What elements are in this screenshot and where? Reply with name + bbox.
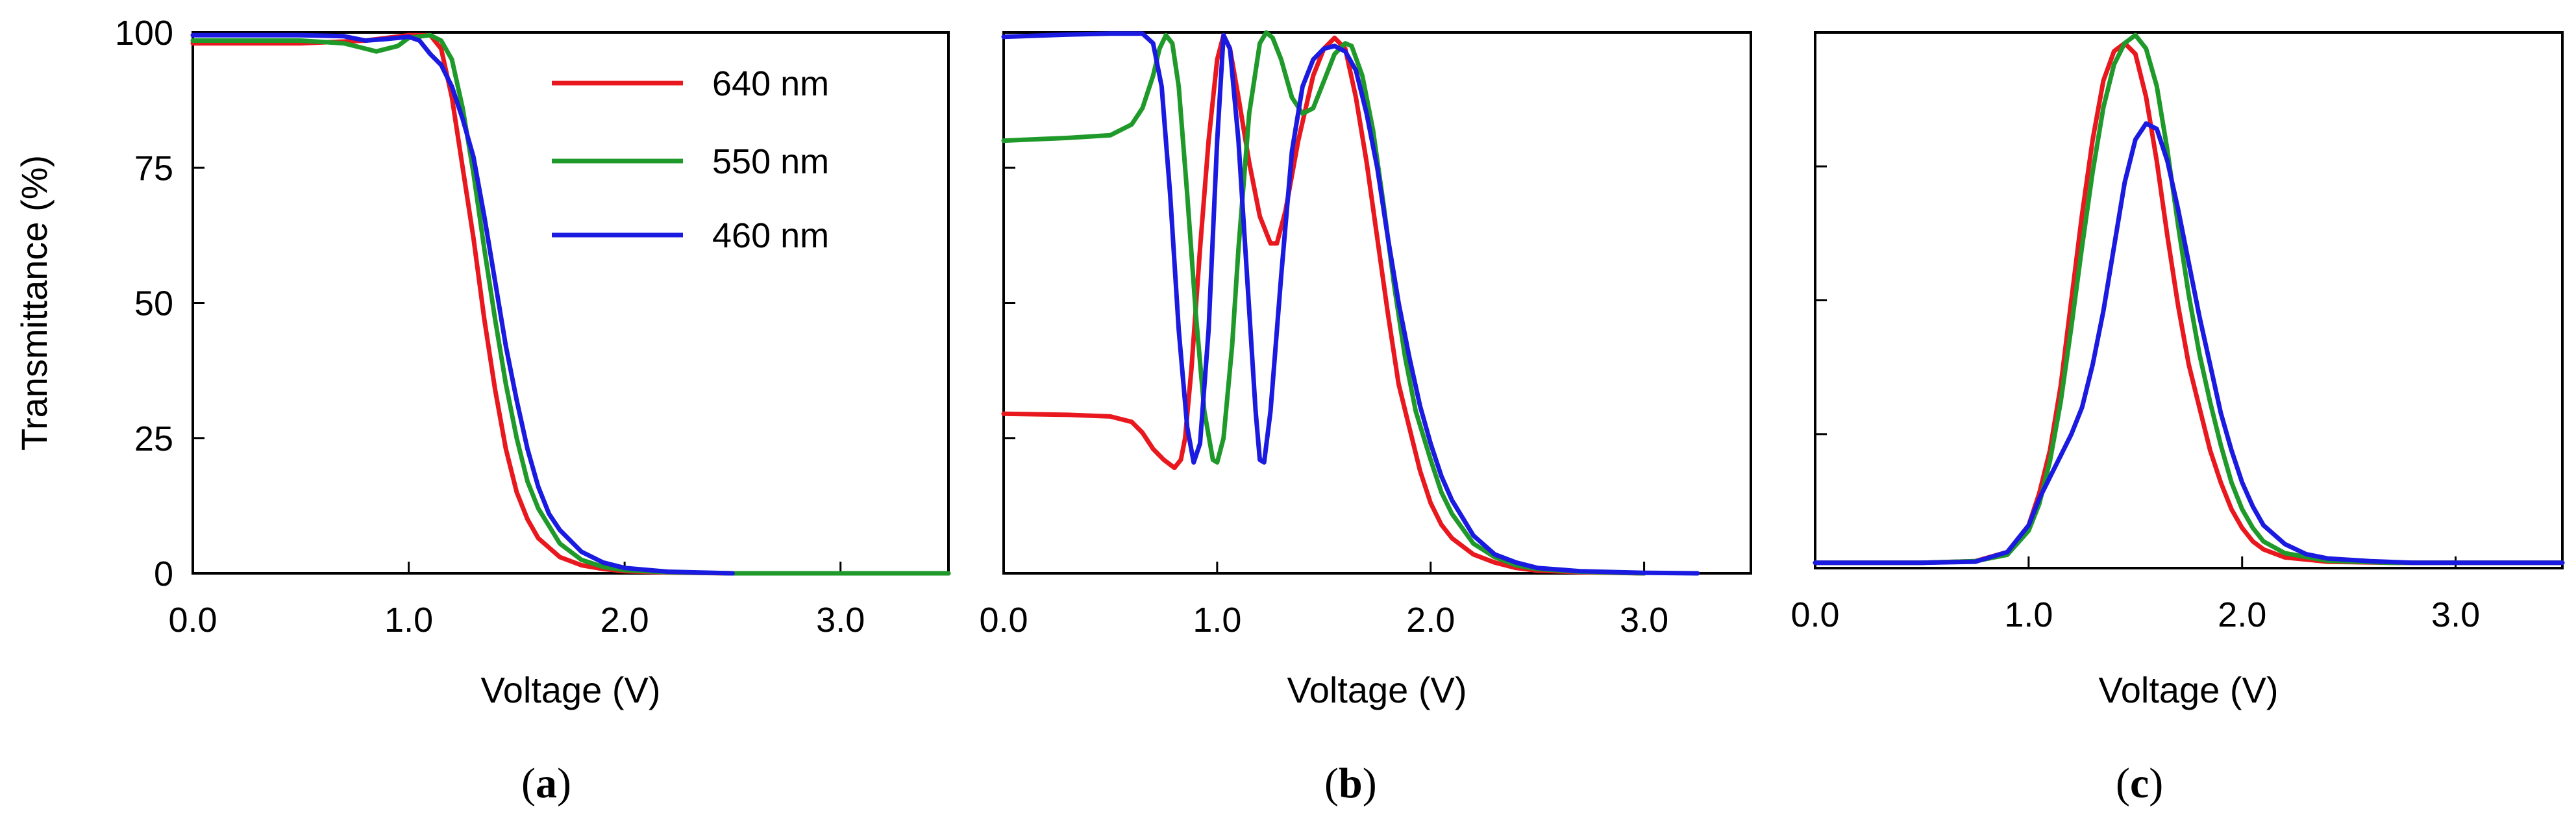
panel-label: (a)	[521, 760, 571, 807]
y-tick-label: 75	[134, 149, 173, 188]
panel-label: (b)	[1324, 760, 1377, 807]
y-tick-label: 0	[154, 554, 173, 593]
x-tick-label: 3.0	[2431, 595, 2480, 634]
x-tick-label: 2.0	[601, 601, 649, 640]
x-tick-label: 1.0	[1193, 601, 1241, 640]
x-axis-title: Voltage (V)	[480, 669, 660, 710]
series-line-640-nm	[1001, 32, 1647, 576]
x-axis-title: Voltage (V)	[1287, 669, 1467, 710]
x-tick-label: 0.0	[979, 601, 1028, 640]
chart-panel-b: 0.0 1.0 2.0 3.0 Voltage (V) (b)	[979, 30, 1752, 807]
y-tick-label: 25	[134, 419, 173, 458]
chart-panel-c: 0.0 1.0 2.0 3.0 Voltage (V) (c)	[1790, 31, 2565, 807]
panel-label: (c)	[2116, 760, 2163, 807]
series-line-460-nm	[1001, 31, 1700, 576]
x-tick-label: 1.0	[384, 601, 433, 640]
y-tick-label: 100	[115, 14, 173, 53]
plot-frame	[192, 31, 950, 575]
x-tick-label: 3.0	[816, 601, 865, 640]
legend: 640 nm 550 nm 460 nm	[552, 64, 829, 255]
legend-entry-460-nm: 460 nm	[712, 216, 829, 255]
series-line-640-nm	[190, 32, 951, 576]
series-line-550-nm	[1001, 30, 1647, 576]
series-line-460-nm	[190, 32, 735, 576]
plot-frame	[1002, 31, 1752, 575]
y-tick-label: 50	[134, 284, 173, 323]
x-axis-title: Voltage (V)	[2098, 669, 2278, 710]
x-tick-label: 2.0	[1406, 601, 1455, 640]
x-tick-label: 0.0	[1790, 595, 1839, 634]
chart-panel-a: 0.0 1.0 2.0 3.0 0 25 50 75 100 Voltage (V) Transmi…	[14, 14, 951, 807]
series-line-460-nm	[1813, 121, 2565, 566]
x-tick-label: 3.0	[1620, 601, 1668, 640]
x-tick-label: 2.0	[2218, 595, 2266, 634]
legend-entry-550-nm: 550 nm	[712, 142, 829, 181]
x-tick-label: 1.0	[2004, 595, 2053, 634]
legend-entry-640-nm: 640 nm	[712, 64, 829, 103]
series-line-550-nm	[190, 32, 951, 576]
y-axis-title: Transmittance (%)	[14, 155, 55, 451]
series-line-640-nm	[1813, 41, 2565, 566]
series-line-550-nm	[1813, 32, 2565, 566]
x-tick-label: 0.0	[168, 601, 217, 640]
